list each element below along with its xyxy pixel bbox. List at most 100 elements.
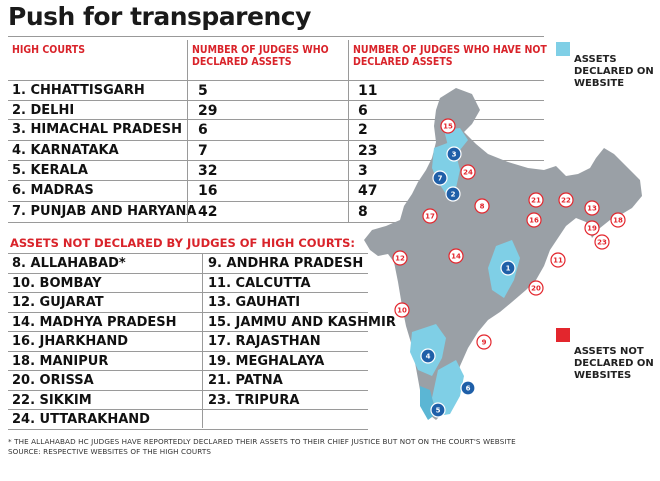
red-marker: [528, 192, 544, 208]
row-divider: [8, 201, 544, 202]
legend-swatch-website: [556, 42, 570, 56]
court-name: 9. ANDHRA PRADESH: [208, 256, 364, 271]
red-marker: [440, 118, 456, 134]
row-divider: [8, 389, 368, 391]
row-divider: [8, 331, 368, 332]
declared-count: 7: [198, 143, 208, 159]
court-name: 20. ORISSA: [12, 373, 94, 388]
red-marker: [610, 212, 626, 228]
footnote: * THE ALLAHABAD HC JUDGES HAVE REPORTEDL…: [8, 437, 516, 446]
blue-region-tamil-nadu: [432, 360, 464, 416]
red-marker: [422, 208, 438, 224]
marker-label: 21: [531, 197, 541, 205]
page-title: Push for transparency: [8, 2, 311, 31]
court-name: 24. UTTARAKHAND: [12, 412, 150, 427]
row-divider: [8, 350, 368, 352]
row-divider: [8, 292, 368, 293]
row-divider: [8, 80, 544, 81]
marker-label: 10: [397, 307, 407, 315]
row-divider: [8, 409, 368, 410]
title-rule: [8, 36, 544, 37]
row-divider: [8, 140, 544, 141]
court-name: 10. BOMBAY: [12, 275, 102, 291]
marker-label: 20: [531, 285, 541, 293]
red-marker: [594, 234, 610, 250]
court-name: 19. MEGHALAYA: [208, 353, 325, 369]
court-name: 22. SIKKIM: [12, 392, 92, 408]
red-marker: [526, 212, 542, 228]
marker-label: 4: [426, 353, 431, 361]
court-name: 6. MADRAS: [12, 183, 94, 198]
row-divider: [8, 370, 368, 371]
col-divider: [187, 40, 188, 222]
row-divider: [8, 253, 368, 254]
court-name: 21. PATNA: [208, 373, 283, 388]
col-divider: [202, 253, 203, 428]
blue-region-himachal: [444, 128, 468, 150]
row-divider: [8, 311, 368, 313]
not-declared-count: 11: [358, 83, 378, 99]
court-name: 1. CHHATTISGARH: [12, 83, 145, 98]
blue-marker: [430, 402, 446, 418]
court-name: 23. TRIPURA: [208, 392, 300, 408]
legend-label-website: ASSETS DECLARED ON WEBSITE: [574, 54, 654, 89]
blue-marker: [445, 186, 461, 202]
court-name: 11. CALCUTTA: [208, 275, 311, 291]
court-name: 16. JHARKHAND: [12, 334, 129, 349]
declared-count: 5: [198, 83, 208, 99]
marker-label: 14: [451, 253, 461, 261]
marker-label: 5: [436, 407, 441, 415]
row-divider: [8, 180, 544, 181]
red-marker: [474, 198, 490, 214]
blue-marker: [460, 380, 476, 396]
court-name: 14. MADHYA PRADESH: [12, 314, 177, 330]
declared-count: 32: [198, 163, 218, 179]
not-declared-count: 8: [358, 204, 368, 220]
red-marker: [460, 164, 476, 180]
court-name: 15. JAMMU AND KASHMIR: [208, 314, 396, 330]
not-declared-heading: ASSETS NOT DECLARED BY JUDGES OF HIGH CO…: [10, 236, 355, 250]
col-divider: [348, 40, 349, 222]
marker-label: 1: [506, 265, 511, 273]
source-note: SOURCE: RESPECTIVE WEBSITES OF THE HIGH …: [8, 447, 211, 456]
marker-label: 19: [587, 225, 597, 233]
court-name: 13. GAUHATI: [208, 295, 301, 310]
declared-count: 6: [198, 122, 208, 138]
red-marker: [558, 192, 574, 208]
court-name: 18. MANIPUR: [12, 353, 109, 369]
red-marker: [392, 250, 408, 266]
court-name: 2. DELHI: [12, 103, 75, 118]
row-divider: [8, 222, 544, 223]
row-divider: [8, 100, 544, 101]
declared-count: 29: [198, 103, 218, 119]
col-header-not-declared: NUMBER OF JUDGES WHO HAVE NOT DECLARED A…: [353, 44, 547, 68]
marker-label: 13: [587, 205, 597, 213]
court-name: 12. GUJARAT: [12, 295, 104, 310]
marker-label: 24: [463, 169, 473, 177]
legend-swatch-not-website: [556, 328, 570, 342]
marker-label: 16: [529, 217, 539, 225]
marker-label: 2: [451, 191, 456, 199]
court-name: 17. RAJASTHAN: [208, 334, 321, 349]
red-marker: [528, 280, 544, 296]
red-marker: [584, 200, 600, 216]
court-name: 4. KARNATAKA: [12, 143, 119, 158]
marker-label: 18: [613, 217, 623, 225]
row-divider: [8, 160, 544, 161]
blue-marker: [420, 348, 436, 364]
marker-label: 12: [395, 255, 405, 263]
marker-label: 9: [482, 339, 487, 347]
marker-label: 8: [480, 203, 485, 211]
row-divider: [8, 272, 368, 274]
court-name: 5. KERALA: [12, 163, 88, 178]
marker-label: 23: [597, 239, 607, 247]
row-divider: [8, 428, 368, 430]
marker-label: 3: [452, 151, 457, 159]
marker-label: 22: [561, 197, 571, 205]
col-header-declared: NUMBER OF JUDGES WHO DECLARED ASSETS: [192, 44, 329, 68]
declared-count: 16: [198, 183, 218, 199]
red-marker: [584, 220, 600, 236]
not-declared-count: 2: [358, 122, 368, 138]
red-marker: [550, 252, 566, 268]
